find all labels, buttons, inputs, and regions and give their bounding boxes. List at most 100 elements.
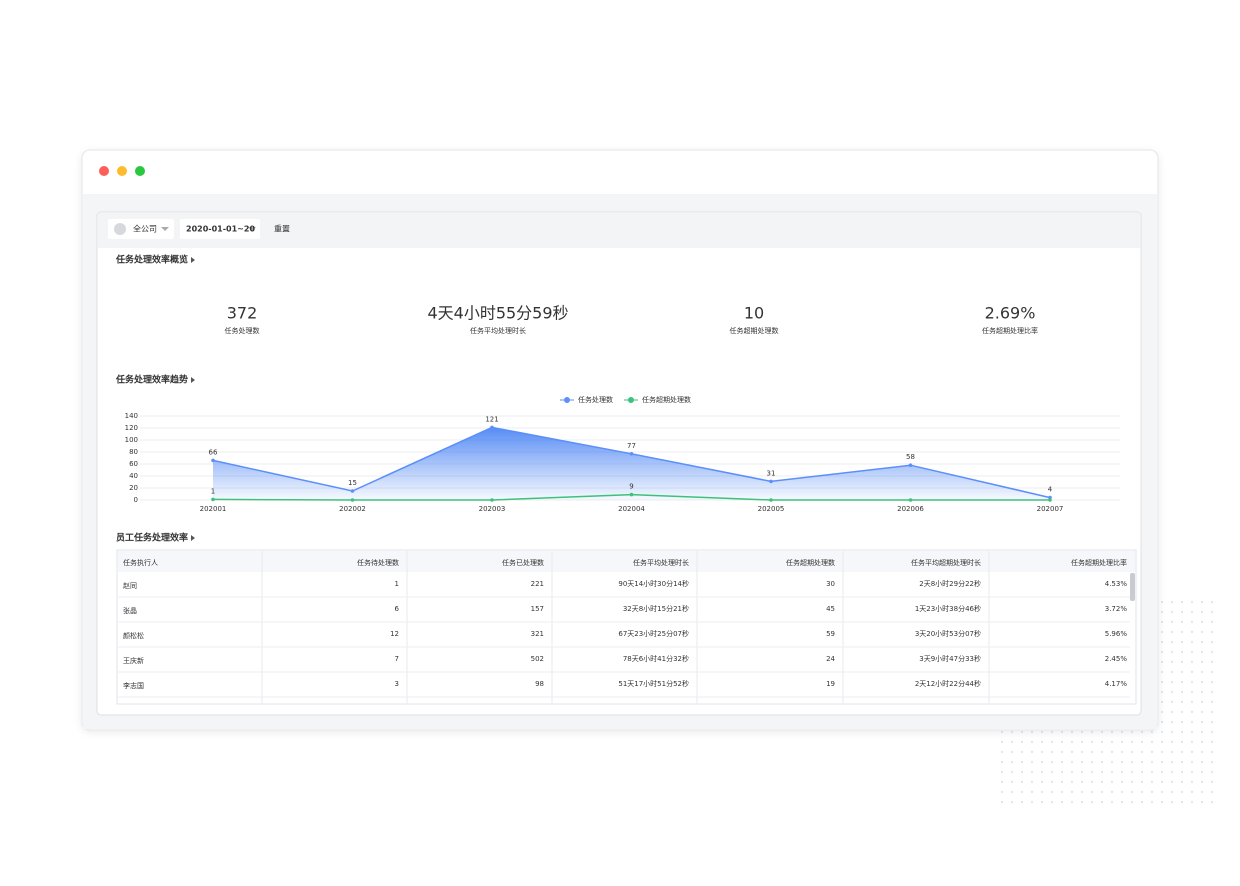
y-tick-label: 100 [125,436,138,444]
point [769,479,773,484]
th: 任务待处理数 [357,558,399,567]
table-frame [116,549,1137,705]
section-title: 任务处理效率概览 [115,254,188,266]
legend-dot [564,397,570,403]
kpi-value: 372 [227,304,258,323]
td: 3天20小时53分07秒 [915,629,981,638]
td: 3.72% [1105,605,1128,613]
td: 45 [826,605,835,613]
section-title: 员工任务处理效率 [116,532,188,544]
td: 67天23小时25分07秒 [618,629,689,638]
y-tick-label: 20 [129,484,138,492]
company: 全公司 [133,224,157,234]
td: 221 [531,580,544,588]
td: 157 [531,605,544,613]
td: 1 [395,580,399,588]
point [350,489,355,493]
td: 4.17% [1105,680,1128,688]
point [490,498,494,502]
section-title: 任务处理效率趋势 [115,374,188,386]
company-select[interactable] [108,219,174,239]
y-tick-label: 40 [129,472,138,480]
caret [161,227,169,231]
scrollbar [1130,573,1135,601]
td: 3天9小时47分33秒 [919,654,981,663]
td: 12 [390,630,399,638]
td: 2.45% [1105,655,1128,663]
kpi-label: 任务超期处理比率 [982,326,1038,335]
kpi-label: 任务处理数 [225,326,260,335]
data-label: 58 [906,453,915,461]
table-header [118,551,1135,572]
x-tick-label: 202004 [618,505,645,513]
td: 5.96% [1105,630,1128,638]
th: 任务平均超期处理时长 [911,558,981,567]
th: 任务已处理数 [502,558,544,567]
point [211,497,215,502]
x-tick-label: 202005 [758,505,785,513]
point [1048,498,1052,502]
y-tick-label: 0 [134,496,138,504]
area [213,427,1050,500]
th: 任务执行人 [123,558,158,567]
y-tick-label: 80 [129,448,138,456]
x-tick-label: 202002 [339,505,366,513]
td: 502 [531,655,544,663]
point [908,498,913,502]
td: 2天12小时22分44秒 [915,679,981,688]
point [908,463,913,468]
td: 张晶 [123,606,137,615]
td: 7 [395,655,399,663]
legend-dot [628,397,634,403]
data-label: 66 [209,448,218,456]
th: 任务平均处理时长 [633,558,689,567]
td: 30 [826,580,835,588]
data-label: 9 [629,483,633,491]
point [769,498,773,502]
avatar [114,223,126,235]
td: 6 [395,605,400,613]
td: 19 [826,680,835,688]
x-tick-label: 202003 [479,505,506,513]
td: 4.53% [1105,580,1128,588]
point [211,458,215,463]
td: 51天17小时51分52秒 [618,679,689,688]
dot-min [117,166,127,176]
kpi-label: 任务超期处理数 [730,326,779,335]
td: 颜松松 [123,631,144,640]
td: 32天8小时15分21秒 [623,604,689,613]
td: 3 [395,680,399,688]
toolbar [98,213,1140,248]
x-tick-label: 202007 [1037,505,1064,513]
data-label: 31 [767,469,776,477]
legend-label: 任务处理数 [578,395,613,404]
point [629,452,634,456]
th: 任务超期处理比率 [1071,558,1127,567]
y-tick-label: 140 [125,412,138,420]
data-label: 1 [211,487,215,495]
data-label: 77 [627,442,636,450]
td: 1天23小时38分46秒 [915,604,981,613]
td: 321 [531,630,544,638]
point [350,498,355,502]
td: 98 [535,680,544,688]
td: 李志国 [123,681,144,690]
kpi-value: 2.69% [985,304,1036,323]
td: 王庆新 [123,656,144,665]
data-label: 4 [1048,486,1053,494]
td: 59 [826,630,835,638]
td: 78天6小时41分32秒 [623,654,689,663]
x-tick-label: 202006 [897,505,924,513]
data-label: 121 [485,415,498,423]
x-tick-label: 202001 [200,505,227,513]
date-select[interactable] [180,219,260,239]
td: 24 [826,655,835,663]
point [629,492,634,497]
data-label: 15 [348,479,357,487]
y-tick-label: 60 [129,460,138,468]
reset[interactable]: 重置 [274,224,290,234]
kpi-value: 10 [744,304,764,323]
date-range: 2020-01-01~20 [186,225,255,234]
td: 赵同 [123,581,137,590]
